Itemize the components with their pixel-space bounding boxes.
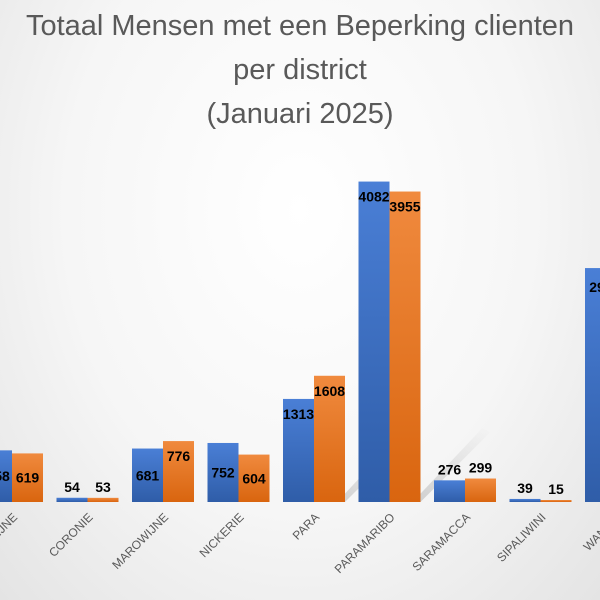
bar-sipaliwini-series-2: [540, 500, 572, 502]
bar-para-series-1: [283, 398, 314, 502]
x-tick-marowijne: MAROWIJNE: [109, 510, 171, 572]
bar-para-series-2: [314, 375, 345, 502]
data-label-paramaribo-series-1: 4082: [358, 189, 389, 205]
x-tick-commewijne: COMMEWIJNE: [0, 510, 20, 579]
data-label-sipaliwini-series-1: 39: [517, 480, 533, 496]
data-label-saramacca-series-2: 299: [469, 460, 493, 476]
data-label-nickerie-series-2: 604: [242, 470, 266, 486]
bar-marowijne-series-2: [163, 441, 194, 502]
data-label-commewijne-series-2: 619: [16, 470, 40, 486]
data-label-marowijne-series-1: 681: [136, 467, 160, 483]
data-label-para-series-2: 1608: [314, 383, 345, 399]
bar-paramaribo-series-1: [358, 181, 390, 503]
data-label-saramacca-series-1: 276: [438, 461, 462, 477]
bar-saramacca-series-1: [434, 480, 465, 502]
data-label-coronie-series-1: 54: [64, 479, 80, 495]
data-label-sipaliwini-series-2: 15: [548, 481, 564, 497]
bar-commewijne-series-1: [0, 450, 12, 502]
bar-sipaliwini-series-1: [509, 498, 541, 502]
chart-title-line-2: per district: [233, 54, 367, 86]
data-label-para-series-1: 1313: [283, 406, 314, 422]
bar-coronie-series-2: [87, 497, 119, 502]
bars-group: [0, 181, 600, 503]
data-label-commewijne-series-1: 58: [0, 468, 10, 484]
chart-title: Totaal Mensen met een Beperking clienten…: [0, 4, 600, 136]
x-tick-coronie: CORONIE: [46, 510, 96, 560]
bar-nickerie-series-1: [207, 442, 239, 502]
x-tick-sipaliwini: SIPALIWINI: [494, 510, 549, 565]
data-label-wanica-series-1: 29: [589, 279, 600, 295]
bar-shadow: [414, 428, 491, 502]
bar-coronie-series-1: [56, 497, 88, 502]
x-tick-wanica: WANICA: [581, 510, 600, 554]
x-tick-nickerie: NICKERIE: [197, 510, 247, 560]
bar-marowijne-series-1: [132, 448, 163, 502]
bar-nickerie-series-2: [238, 454, 270, 502]
data-label-paramaribo-series-2: 3955: [389, 199, 420, 215]
data-label-marowijne-series-2: 776: [167, 448, 191, 464]
bar-wanica-series-1: [585, 268, 600, 502]
data-label-coronie-series-2: 53: [95, 479, 111, 495]
x-tick-paramaribo: PARAMARIBO: [332, 510, 398, 576]
bar-paramaribo-series-2: [389, 191, 421, 502]
x-tick-labels-group: COMMEWIJNE CORONIE MAROWIJNE NICKERIE PARA PA…: [0, 510, 600, 579]
data-label-nickerie-series-1: 752: [211, 464, 235, 480]
chart-title-line-1: Totaal Mensen met een Beperking clienten: [25, 10, 575, 42]
bar-saramacca-series-2: [465, 478, 496, 502]
x-tick-saramacca: SARAMACCA: [409, 510, 473, 574]
chart-title-line-3: (Januari 2025): [206, 98, 394, 130]
bar-commewijne-series-2: [12, 453, 43, 502]
x-tick-para: PARA: [290, 510, 322, 542]
